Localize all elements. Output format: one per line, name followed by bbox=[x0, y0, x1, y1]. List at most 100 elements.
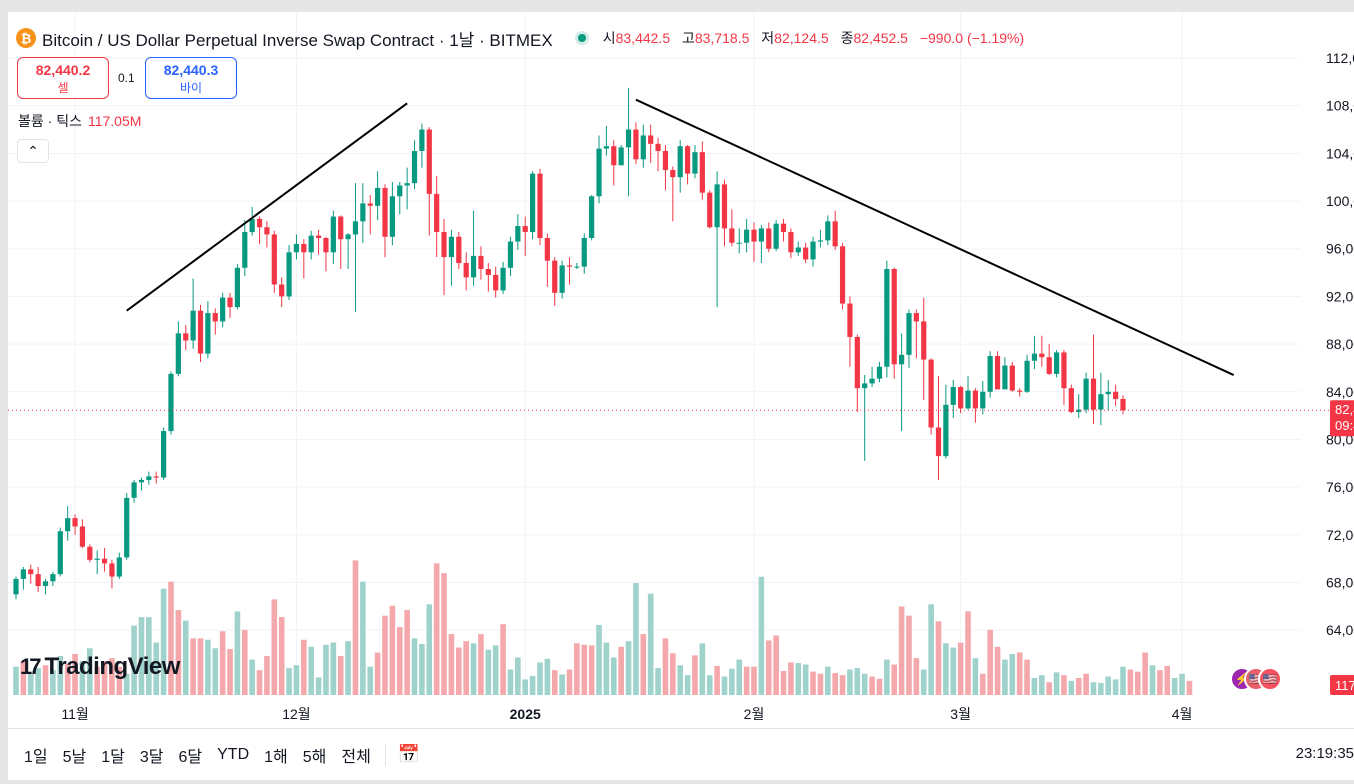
candle-body bbox=[301, 243, 307, 253]
candle-body bbox=[847, 303, 853, 337]
volume-bar bbox=[935, 621, 942, 695]
volume-bar bbox=[529, 675, 536, 695]
range-1m-button[interactable]: 1달 bbox=[101, 748, 125, 766]
volume-bar bbox=[1075, 678, 1082, 695]
volume-bar bbox=[1157, 670, 1163, 695]
volume-bar bbox=[559, 674, 565, 695]
volume-bar bbox=[588, 645, 595, 695]
volume-bar bbox=[551, 670, 558, 695]
volume-bar bbox=[1009, 653, 1016, 695]
candle-body bbox=[131, 482, 137, 498]
collapse-legend-button[interactable]: ⌃ bbox=[17, 139, 49, 163]
volume-bar bbox=[500, 624, 506, 695]
volume-bar bbox=[1031, 678, 1038, 695]
candle-body bbox=[611, 146, 617, 166]
volume-bar bbox=[581, 644, 588, 695]
volume-bar bbox=[1127, 669, 1134, 695]
candle-body bbox=[980, 391, 986, 409]
buy-price: 82,440.3 bbox=[163, 62, 219, 78]
price-tick-label: 112,000 bbox=[1326, 50, 1354, 66]
volume-bar bbox=[433, 563, 440, 695]
calendar-icon[interactable]: 📅 bbox=[397, 744, 421, 764]
candle-body bbox=[766, 228, 772, 249]
candle-body bbox=[773, 223, 779, 249]
candle-body bbox=[375, 187, 381, 206]
volume-bar bbox=[448, 634, 455, 695]
last-price-label: 82,452.5 bbox=[1335, 402, 1354, 417]
volume-bar bbox=[795, 663, 802, 695]
sell-button[interactable]: 82,440.2 셀 bbox=[17, 57, 109, 99]
volume-bar bbox=[153, 642, 160, 695]
candle-body bbox=[854, 336, 860, 389]
range-3m-button[interactable]: 3달 bbox=[139, 748, 164, 766]
volume-bar bbox=[419, 644, 425, 695]
volume-bar bbox=[515, 657, 521, 695]
volume-bar bbox=[699, 643, 706, 695]
candle-body bbox=[183, 333, 189, 341]
candle-body bbox=[227, 297, 233, 308]
volume-indicator-legend[interactable]: 볼륨 · 틱스 117.05M bbox=[18, 111, 141, 131]
candle-body bbox=[921, 321, 927, 360]
bitcoin-icon: ₿ bbox=[16, 28, 36, 48]
volume-bar bbox=[1098, 682, 1104, 695]
candle-body bbox=[1002, 365, 1008, 390]
volume-bar bbox=[965, 611, 971, 695]
price-chart[interactable]: 112,000 108,000 104,000 100,000 96,000 92,000… bbox=[8, 12, 1354, 728]
rising-trendline bbox=[126, 102, 408, 312]
volume-bar bbox=[352, 560, 359, 695]
volume-bar bbox=[1083, 673, 1089, 695]
us-flag-icon[interactable]: 🇺🇸 bbox=[1258, 667, 1282, 691]
event-badges: ⚡ 🇺🇸 🇺🇸 bbox=[1230, 667, 1282, 691]
candle-body bbox=[559, 265, 565, 293]
candle-body bbox=[899, 354, 905, 365]
volume-bar bbox=[765, 640, 772, 695]
candle-body bbox=[249, 218, 255, 233]
sell-price: 82,440.2 bbox=[35, 62, 91, 78]
volume-bar bbox=[994, 646, 1001, 695]
candle-body bbox=[1039, 353, 1045, 358]
clock[interactable]: 23:19:35 bbox=[1295, 745, 1354, 762]
volume-bar bbox=[301, 639, 307, 695]
volume-bar bbox=[241, 629, 248, 695]
candle-body bbox=[190, 310, 196, 341]
range-all-button[interactable]: 전체 bbox=[341, 748, 371, 766]
candle-body bbox=[972, 390, 978, 409]
candle-body bbox=[530, 173, 536, 233]
candle-body bbox=[684, 146, 691, 174]
candle-body bbox=[670, 170, 676, 178]
volume-bar bbox=[972, 658, 979, 695]
bottom-toolbar: 1일 5날 1달 3달 6달 YTD 1해 5해 전체 📅 23:19:35 bbox=[8, 728, 1354, 780]
candle-body bbox=[478, 255, 484, 269]
candle-body bbox=[389, 196, 395, 237]
volume-bar bbox=[308, 646, 314, 695]
volume-bar bbox=[1164, 665, 1171, 695]
range-5d-button[interactable]: 5날 bbox=[62, 748, 87, 766]
volume-bar bbox=[396, 627, 403, 695]
range-5y-button[interactable]: 5해 bbox=[302, 748, 327, 766]
tradingview-logo[interactable]: 17 TradingView bbox=[20, 653, 180, 681]
candle-body bbox=[42, 581, 49, 587]
symbol-title[interactable]: Bitcoin / US Dollar Perpetual Inverse Sw… bbox=[42, 30, 553, 50]
price-tick-label: 76,000 bbox=[1326, 479, 1354, 495]
volume-bar bbox=[234, 611, 241, 695]
range-1y-button[interactable]: 1해 bbox=[264, 748, 288, 766]
candle-body bbox=[57, 531, 63, 575]
volume-bar bbox=[655, 668, 661, 695]
candle-body bbox=[810, 241, 816, 260]
range-1d-button[interactable]: 1일 bbox=[24, 748, 48, 766]
candle-body bbox=[352, 221, 359, 235]
volume-bar bbox=[802, 664, 809, 695]
candle-body bbox=[205, 313, 211, 354]
candle-body bbox=[707, 192, 713, 228]
candle-body bbox=[913, 313, 919, 322]
range-6m-button[interactable]: 6달 bbox=[178, 748, 203, 766]
price-tick-label: 108,000 bbox=[1326, 98, 1354, 114]
candle-body bbox=[832, 221, 838, 247]
range-ytd-button[interactable]: YTD bbox=[217, 745, 250, 763]
volume-bar bbox=[456, 647, 462, 695]
buy-button[interactable]: 82,440.3 바이 bbox=[145, 57, 237, 99]
candle-body bbox=[212, 313, 218, 322]
candle-body bbox=[721, 184, 728, 229]
volume-bar bbox=[286, 668, 292, 695]
volume-bar bbox=[1002, 659, 1008, 695]
